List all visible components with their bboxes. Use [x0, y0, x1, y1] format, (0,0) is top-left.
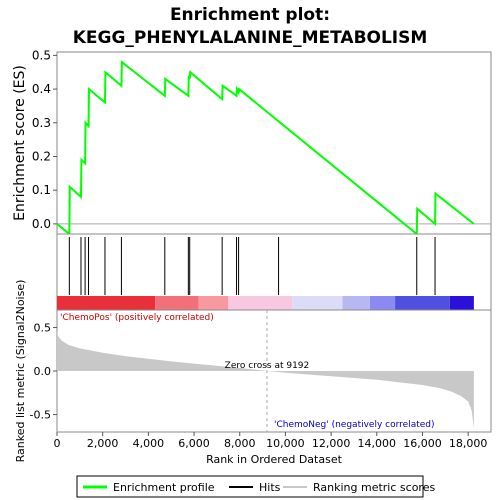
- legend-label-ranking-metric-scores: Ranking metric scores: [313, 481, 435, 494]
- ranking-metric-area: [57, 330, 474, 428]
- legend: Enrichment profile Hits Ranking metric s…: [76, 475, 435, 498]
- es-panel-frame: [56, 51, 492, 235]
- negative-correlation-label: 'ChemoNeg' (negatively correlated): [274, 420, 435, 430]
- x-tick-label: 18,000: [449, 437, 488, 450]
- hits-panel: [56, 233, 492, 311]
- ranking-bar-segment: [228, 296, 293, 310]
- x-tick-label: 16,000: [403, 437, 442, 450]
- es-panel: 0.0 0.1 0.2 0.3 0.4 0.5 Enrichment score (ES): [12, 48, 492, 237]
- x-tick-label: 8,000: [224, 437, 256, 450]
- es-y-tick-label: 0.5: [32, 48, 51, 62]
- x-tick-label: 12,000: [312, 437, 351, 450]
- legend-label-hits: Hits: [259, 481, 281, 494]
- es-y-tick-label: 0.3: [32, 116, 51, 130]
- chart-title-line2: KEGG_PHENYLALANINE_METABOLISM: [73, 28, 428, 48]
- ranking-bar-segment: [342, 296, 370, 310]
- chart-title-line1: Enrichment plot:: [170, 5, 330, 25]
- positive-correlation-label: 'ChemoPos' (positively correlated): [60, 313, 214, 323]
- metric-y-tick-label: -0.5: [30, 409, 51, 422]
- ranking-bar-segment: [155, 296, 199, 310]
- ranking-bar-segment: [198, 296, 229, 310]
- ranking-bar-segment: [395, 296, 450, 310]
- metric-x-axis-label: Rank in Ordered Dataset: [206, 453, 343, 466]
- x-tick-label: 4,000: [133, 437, 165, 450]
- es-y-tick-label: 0.1: [32, 183, 51, 197]
- metric-y-tick-label: 0.0: [34, 365, 52, 378]
- metric-y-tick-label: 0.5: [34, 321, 52, 334]
- ranking-bar-segment: [292, 296, 343, 310]
- es-y-axis-label: Enrichment score (ES): [12, 65, 28, 221]
- x-tick-label: 10,000: [266, 437, 305, 450]
- es-y-tick-label: 0.4: [32, 82, 51, 96]
- x-tick-label: 6,000: [178, 437, 210, 450]
- x-tick-label: 2,000: [87, 437, 119, 450]
- ranking-bar-segment: [57, 296, 156, 310]
- metric-panel: -0.5 0.0 0.5 0 2,000 4,000 6,000 8,000 10,000 12…: [14, 280, 492, 466]
- zero-cross-label: Zero cross at 9192: [225, 361, 310, 371]
- metric-y-axis-label: Ranked list metric (Signal2Noise): [14, 280, 27, 463]
- es-y-tick-label: 0.2: [32, 149, 51, 163]
- ranking-bar-segment: [449, 296, 474, 310]
- x-tick-label: 14,000: [358, 437, 397, 450]
- es-y-tick-label: 0.0: [32, 217, 51, 231]
- x-tick-label: 0: [54, 437, 61, 450]
- legend-label-enrichment-profile: Enrichment profile: [113, 481, 215, 494]
- enrichment-profile-line: [56, 60, 475, 237]
- ranking-bar-segment: [369, 296, 396, 310]
